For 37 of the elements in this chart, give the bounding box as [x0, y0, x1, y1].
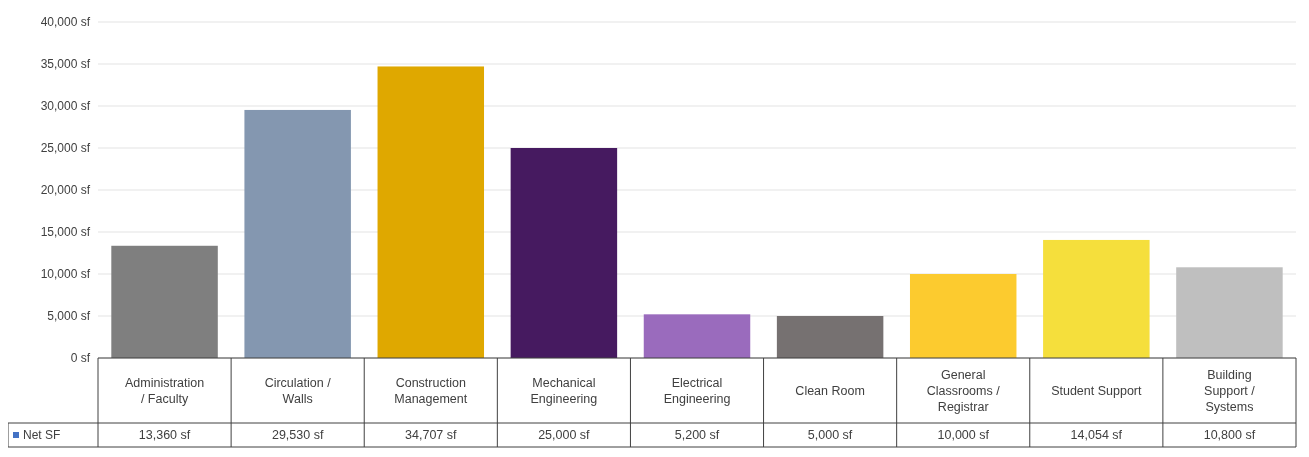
y-tick-label: 0 sf [70, 351, 91, 366]
x-tick-label: General Classrooms / Registrar [926, 367, 1001, 414]
bar [643, 314, 751, 358]
bar [244, 109, 351, 358]
bar [1043, 239, 1150, 358]
y-tick-label: 35,000 sf [40, 57, 91, 72]
y-tick-label: 10,000 sf [40, 267, 91, 282]
x-tick-label: Mechanical Engineering [530, 375, 598, 406]
bar [111, 245, 218, 358]
text: Net SF [23, 428, 61, 443]
data-label: 5,200 sf [674, 428, 720, 443]
bar [909, 274, 1017, 358]
x-tick-label: Administration / Faculty [124, 375, 205, 406]
y-tick-label: 25,000 sf [40, 141, 91, 156]
data-label: 29,530 sf [271, 428, 324, 443]
x-tick-label: Electrical Engineering [663, 375, 731, 406]
data-label: 13,360 sf [138, 428, 191, 443]
data-label: 10,800 sf [1203, 428, 1256, 443]
y-tick-label: 30,000 sf [40, 99, 91, 114]
data-label: 14,054 sf [1070, 428, 1123, 443]
x-tick-label: Circulation / Walls [264, 375, 332, 406]
x-tick-label: Student Support [1051, 383, 1143, 398]
bar [1176, 267, 1283, 358]
y-tick-label: 15,000 sf [40, 225, 91, 240]
y-tick-label: 5,000 sf [47, 309, 91, 324]
bar [377, 66, 485, 358]
x-tick-label: Construction Management [394, 375, 468, 406]
y-tick-label: 40,000 sf [40, 15, 91, 30]
data-label: 5,000 sf [807, 428, 853, 443]
y-tick-label: 20,000 sf [40, 183, 91, 198]
bar [510, 148, 618, 358]
bar [776, 316, 884, 358]
data-label: 10,000 sf [937, 428, 990, 443]
x-tick-label: Building Support / Systems [1204, 367, 1256, 414]
data-label: 25,000 sf [538, 428, 591, 443]
x-tick-label: Clean Room [795, 383, 865, 398]
data-label: 34,707 sf [405, 428, 458, 443]
